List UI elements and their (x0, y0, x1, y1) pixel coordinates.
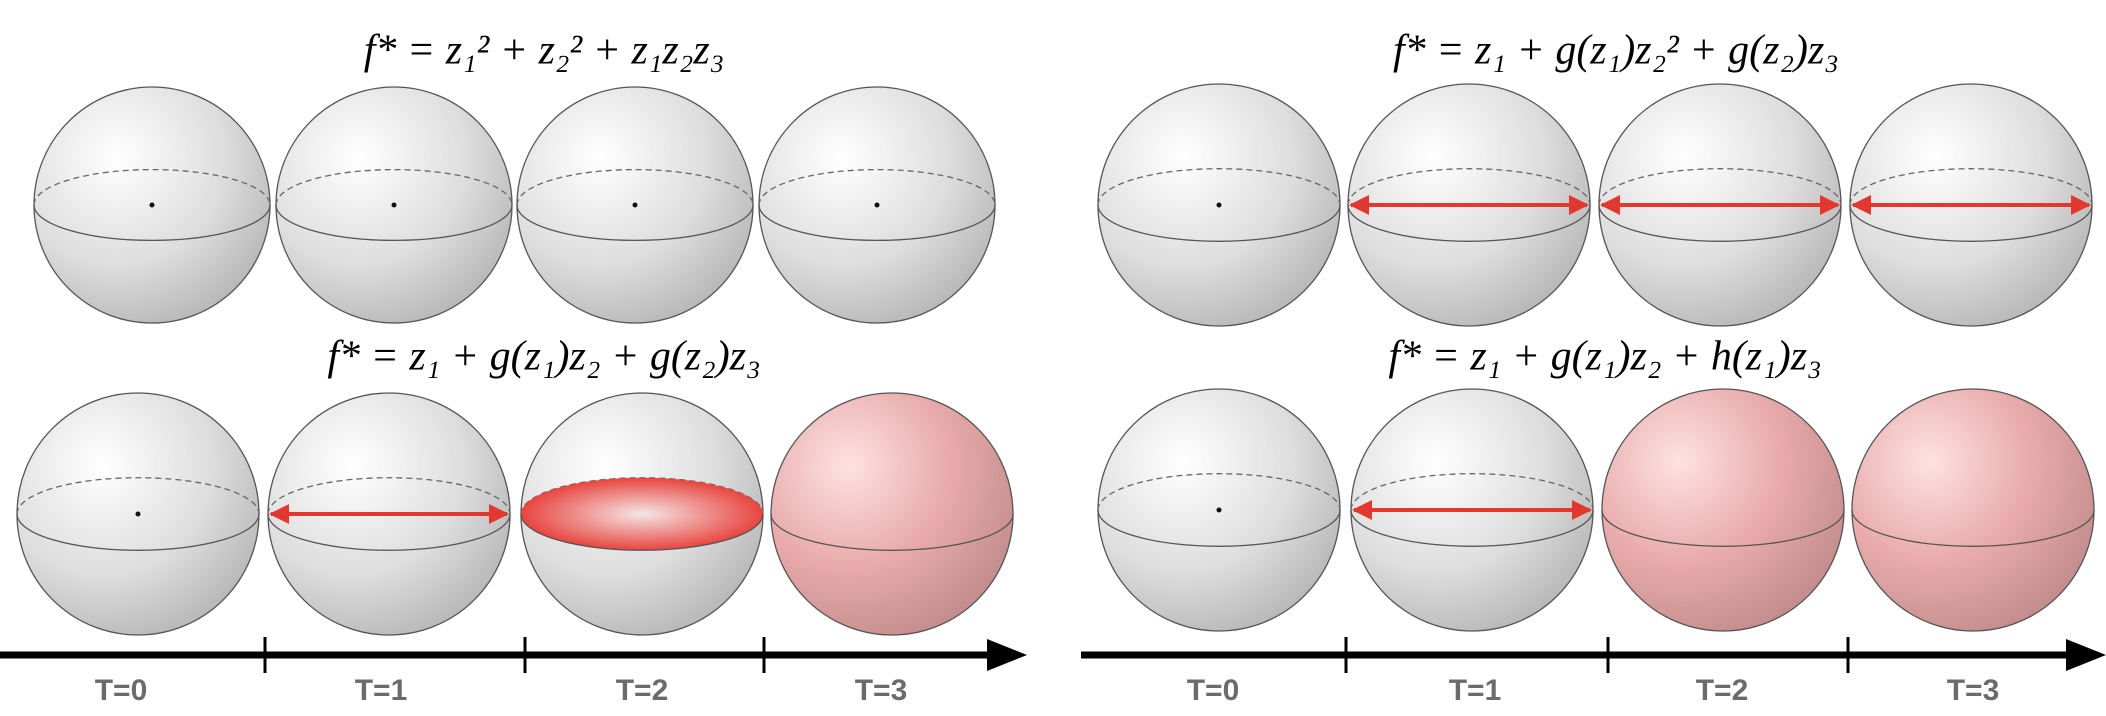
time-label: T=0 (1187, 674, 1240, 707)
formula: f* = z₁² + z₂² + z₁z₂z₃ (364, 28, 725, 74)
equator-front (1598, 204, 1842, 242)
equator-front (1097, 509, 1341, 547)
sphere (267, 392, 511, 636)
sphere (33, 86, 271, 324)
center-dot (632, 202, 638, 208)
timeline-arrowhead (2066, 639, 2106, 671)
formula: f* = z₁ + g(z₁)z₂² + g(z₂)z₃ (1393, 28, 1839, 74)
equator-front (267, 513, 511, 551)
sphere (1849, 83, 2093, 327)
equator-front (1849, 204, 2093, 242)
equator-front (1350, 509, 1594, 547)
sphere (1097, 388, 1341, 632)
sphere (1347, 83, 1591, 327)
sphere (1350, 388, 1594, 632)
time-label: T=0 (95, 674, 148, 707)
sphere (770, 392, 1014, 636)
sphere (1601, 388, 1845, 632)
center-dot (1216, 507, 1222, 513)
equator-back (16, 477, 260, 515)
equator-front (520, 513, 764, 551)
formula: f* = z₁ + g(z₁)z₂ + h(z₁)z₃ (1388, 334, 1821, 380)
equator-front (1851, 509, 2095, 547)
time-label: T=2 (1696, 674, 1749, 707)
time-label: T=3 (1947, 674, 2000, 707)
equator-front (1601, 509, 1845, 547)
sphere (1851, 388, 2095, 632)
equator-front (33, 204, 271, 242)
time-label: T=1 (355, 674, 408, 707)
timeline-arrowhead (987, 639, 1027, 671)
equator-back (516, 168, 754, 206)
sphere-body (770, 392, 1014, 636)
time-label: T=1 (1449, 674, 1502, 707)
sphere (758, 86, 996, 324)
equator-back (1097, 473, 1341, 511)
filled-disk (521, 477, 763, 551)
equator-front (16, 513, 260, 551)
sphere (516, 86, 754, 324)
equator-front (758, 204, 996, 242)
equator-front (516, 204, 754, 242)
center-dot (874, 202, 880, 208)
equator-back (758, 168, 996, 206)
equator-back (33, 168, 271, 206)
equator-back (275, 168, 513, 206)
sphere (1598, 83, 1842, 327)
equator-back (1849, 168, 2093, 206)
formula: f* = z₁ + g(z₁)z₂ + g(z₂)z₃ (327, 334, 760, 380)
equator-front (770, 513, 1014, 551)
center-dot (135, 511, 141, 517)
sphere-body (1851, 388, 2095, 632)
center-dot (149, 202, 155, 208)
center-dot (1216, 202, 1222, 208)
center-dot (391, 202, 397, 208)
equator-back (1350, 473, 1594, 511)
equator-front (1347, 204, 1591, 242)
sphere (16, 392, 260, 636)
equator-front (1097, 204, 1341, 242)
equator-front (275, 204, 513, 242)
sphere (520, 392, 764, 636)
equator-back (267, 477, 511, 515)
sphere-body (1601, 388, 1845, 632)
time-label: T=2 (616, 674, 669, 707)
time-label: T=3 (855, 674, 908, 707)
sphere (1097, 83, 1341, 327)
sphere (275, 86, 513, 324)
equator-back (1598, 168, 1842, 206)
equator-back (1097, 168, 1341, 206)
equator-back (1347, 168, 1591, 206)
